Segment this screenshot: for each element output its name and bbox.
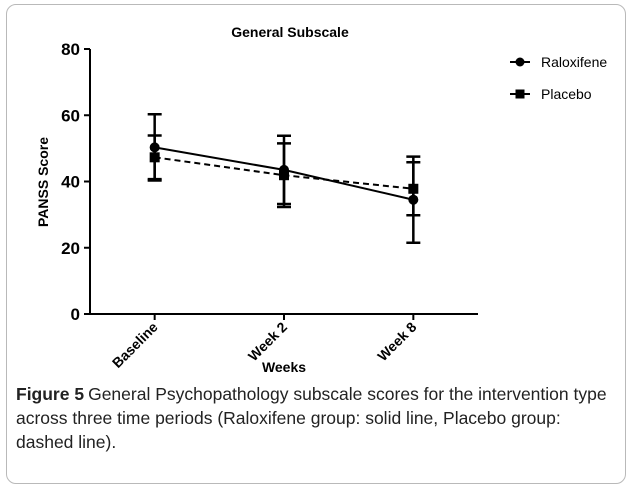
x-tick-label: Week 8 [374,319,419,364]
marker [279,170,289,181]
y-tick-label: 0 [71,305,80,324]
legend-label: Placebo [541,86,592,102]
figure-frame [6,4,626,484]
y-axis-label: PANSS Score [35,137,51,227]
y-tick-label: 40 [61,173,80,192]
x-axis-label: Weeks [262,359,306,375]
chart: General Subscale PANSS Score Weeks 0 20 40… [35,24,607,375]
y-tick-label: 80 [61,40,80,59]
caption: Figure 5 General Psychopathology subscale… [16,382,616,454]
marker [149,152,160,163]
marker [408,183,419,194]
chart-title: General Subscale [231,24,349,40]
x-tick-label: Week 2 [245,319,290,364]
y-tick-label: 20 [61,239,80,258]
y-tick-label: 60 [61,106,80,125]
legend-label: Raloxifene [541,54,607,70]
caption-label: Figure 5 [16,384,85,404]
caption-text: General Psychopathology subscale scores … [16,384,607,452]
x-tick-label: Baseline [109,319,161,371]
marker [515,57,525,67]
marker [515,89,525,99]
